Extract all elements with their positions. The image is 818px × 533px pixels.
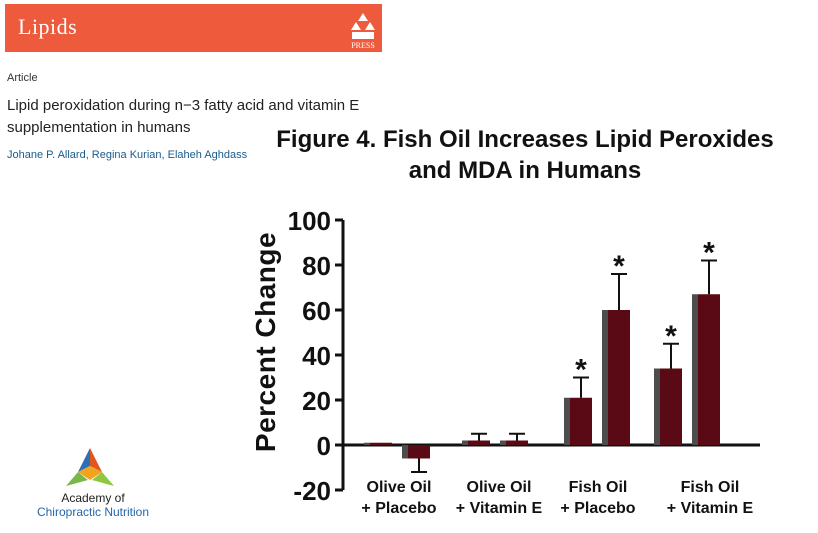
x-category-label-0: Olive Oil + Placebo [339, 477, 459, 519]
y-tick-label-5: 80 [302, 251, 331, 281]
aocs-press-logo: PRESS [351, 13, 375, 50]
journal-name: Lipids [18, 14, 78, 39]
y-tick-label-6: 100 [288, 206, 331, 236]
bar-shadow-s1-c0 [402, 445, 408, 459]
x-category-line1: Fish Oil [568, 479, 628, 496]
chart-title-line1: Figure 4. Fish Oil Increases Lipid Perox… [276, 126, 774, 153]
publisher-logo-text: PRESS [351, 41, 375, 50]
y-tick-label-2: 20 [302, 386, 331, 416]
y-tick-label-3: 40 [302, 341, 331, 371]
x-category-line2: + Placebo [560, 500, 636, 517]
bar-s1-c2 [608, 310, 630, 445]
academy-logo-text: Academy of Chiropractic Nutrition [28, 491, 158, 519]
journal-banner: Lipids PRESS [5, 4, 382, 52]
bar-s0-c0 [370, 442, 392, 445]
academy-logo-icon [66, 448, 114, 486]
y-tick-label-0: -20 [293, 476, 331, 506]
chart-title-line2: and MDA in Humans [408, 157, 642, 184]
x-category-label-2: Fish Oil + Placebo [538, 477, 658, 519]
significance-marker-s1-c2: * [613, 250, 625, 283]
x-category-line2: + Vitamin E [455, 500, 543, 517]
bar-shadow-s0-c3 [654, 368, 660, 445]
article-authors[interactable]: Johane P. Allard, Regina Kurian, Elaheh … [7, 149, 247, 161]
bar-shadow-s1-c3 [692, 294, 698, 445]
bar-s0-c1 [468, 440, 490, 445]
academy-logo-line2: Chiropractic Nutrition [36, 505, 150, 519]
y-tick-label-1: 0 [317, 431, 331, 461]
bar-shadow-s0-c2 [564, 397, 570, 445]
x-category-line1: Olive Oil [466, 479, 532, 496]
bar-shadow-s1-c1 [500, 440, 506, 445]
bar-s0-c2 [570, 397, 592, 445]
y-tick-label-4: 60 [302, 296, 331, 326]
article-type: Article [7, 72, 38, 84]
x-category-line1: Olive Oil [366, 479, 432, 496]
bar-shadow-s1-c2 [602, 310, 608, 445]
significance-marker-s0-c3: * [665, 320, 677, 353]
x-category-label-1: Olive Oil + Vitamin E [439, 477, 559, 519]
academy-logo-line1: Academy of [61, 491, 125, 505]
bar-s1-c1 [506, 440, 528, 445]
significance-marker-s1-c3: * [703, 237, 715, 270]
x-category-label-3: Fish Oil + Vitamin E [650, 477, 770, 519]
bar-shadow-s0-c0 [364, 442, 370, 445]
article-title[interactable]: Lipid peroxidation during n−3 fatty acid… [7, 97, 360, 136]
bar-s0-c3 [660, 368, 682, 445]
x-category-line2: + Vitamin E [666, 500, 754, 517]
bar-s1-c0 [408, 445, 430, 459]
bar-s1-c3 [698, 294, 720, 445]
x-category-line1: Fish Oil [680, 479, 740, 496]
bar-shadow-s0-c1 [462, 440, 468, 445]
significance-marker-s0-c2: * [575, 354, 587, 387]
chart-title: Figure 4. Fish Oil Increases Lipid Perox… [245, 124, 805, 186]
x-category-line2: + Placebo [361, 500, 437, 517]
